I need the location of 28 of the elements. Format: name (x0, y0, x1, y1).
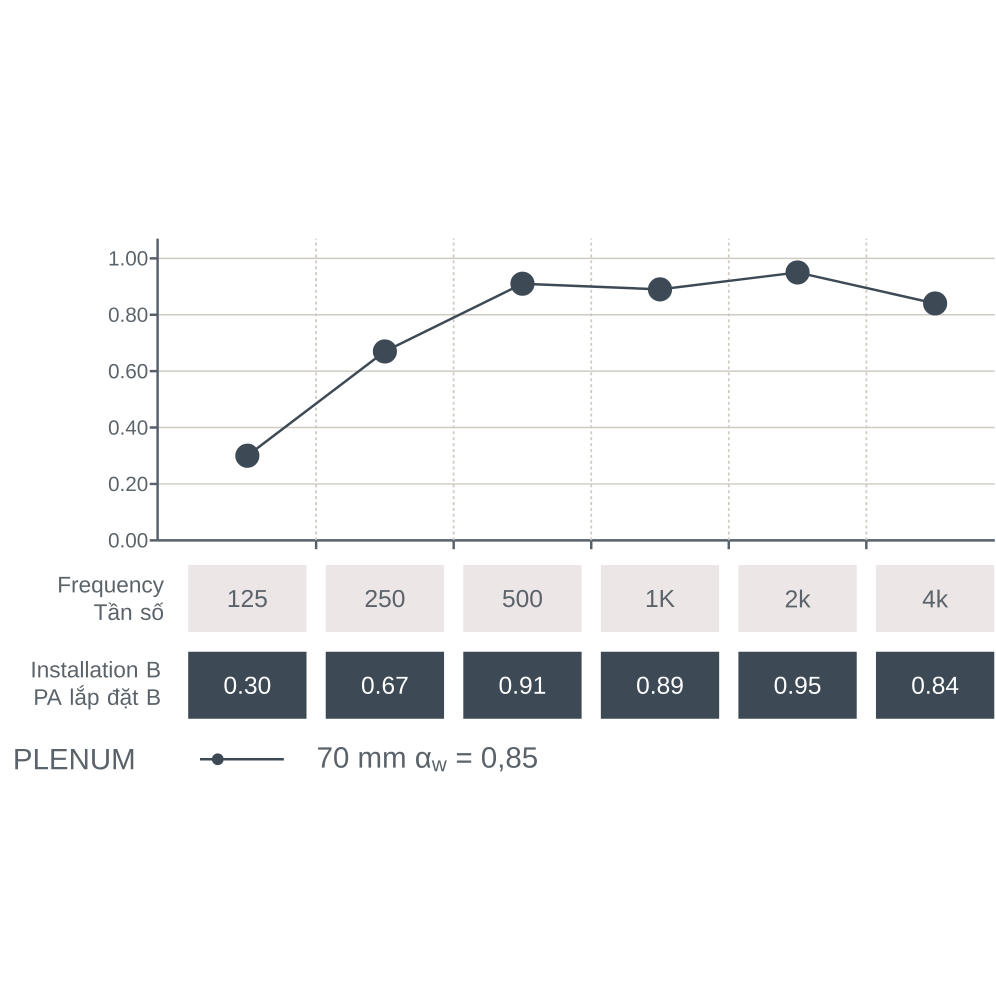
data-label: 0.95 (774, 676, 820, 694)
text: Installation B PA lắp đặt B (32, 660, 160, 710)
point (235, 444, 260, 468)
y-tick-label: 0.60 (108, 364, 148, 378)
x-tick-label: 4k (922, 590, 948, 608)
data-label: 0.30 (224, 676, 270, 694)
data-label: 0.89 (637, 676, 683, 694)
x-tick-label: 125 (228, 590, 267, 608)
point (510, 272, 535, 296)
x-tick-label: 2k (786, 590, 811, 608)
text: Frequency Tần số (59, 576, 164, 620)
y-tick-label: 0.20 (108, 476, 148, 492)
x-tick-label: 1K (646, 590, 675, 607)
point (648, 277, 672, 302)
data-label: 0.67 (362, 676, 408, 694)
y-tick-label: 0.00 (108, 533, 148, 548)
y-tick-label: 1.00 (110, 251, 148, 266)
data-label: 0.84 (912, 676, 958, 694)
x-tick-label: 250 (366, 590, 404, 608)
legend-label: 70 mm α$_{w}$ = 0,85 (318, 747, 537, 772)
data-label: 0.91 (500, 676, 546, 694)
point (372, 339, 397, 364)
x-tick-label: 500 (502, 590, 542, 608)
legend-title: PLENUM (15, 748, 134, 770)
point (923, 291, 948, 316)
y-tick-label: 0.40 (108, 420, 148, 435)
y-tick-label: 0.80 (108, 307, 148, 322)
point (785, 260, 810, 284)
